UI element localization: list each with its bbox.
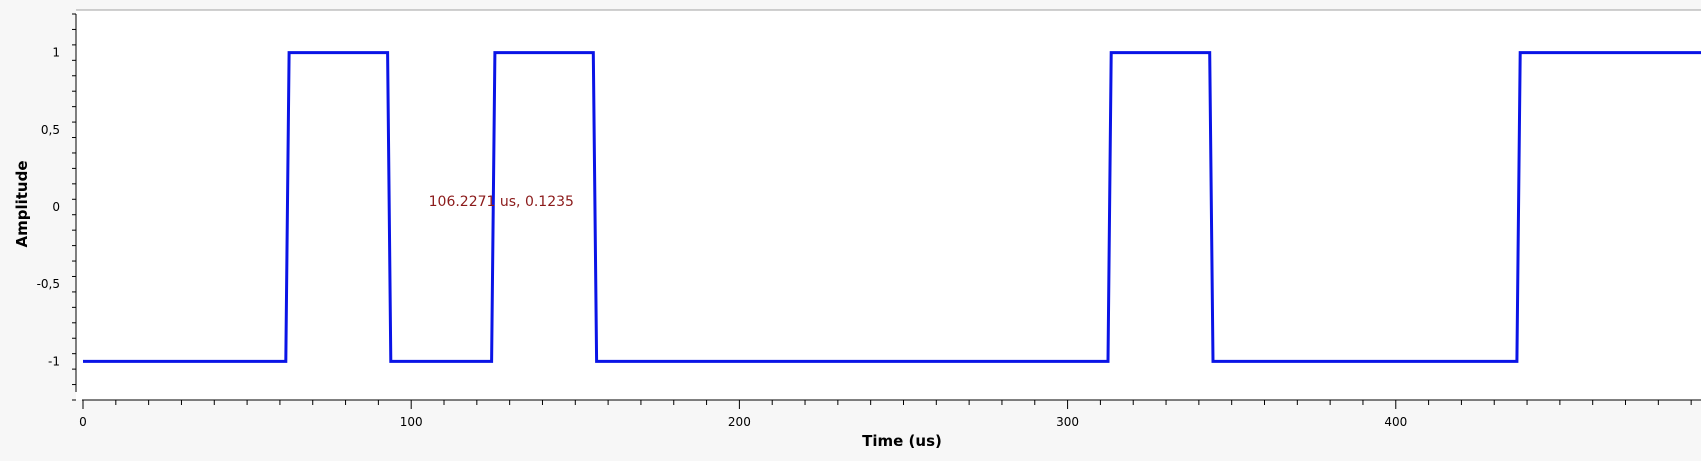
x-tick-label: 300 [1056,415,1079,429]
y-axis-ticks: 1 0,5 0 -0,5 -1 [37,13,76,401]
series-layer [83,51,1701,363]
x-tick-label: 0 [79,415,87,429]
cursor-readout: 106.2271 us, 0.1235 [429,194,574,210]
x-axis-title: Time (us) [862,432,942,450]
x-tick-label: 400 [1384,415,1407,429]
x-tick-label: 100 [400,415,423,429]
y-tick-label: 0 [52,200,60,214]
plot-area[interactable] [76,10,1701,400]
y-tick-label: -1 [48,354,60,368]
x-tick-label: 200 [728,415,751,429]
y-axis-title: Amplitude [13,160,31,247]
y-tick-label: 0,5 [41,123,60,137]
annotation-layer: 106.2271 us, 0.1235 [429,194,574,210]
y-tick-label: -0,5 [37,277,60,291]
series-line-1 [83,51,1701,363]
x-axis-ticks: 0 100 200 300 400 [79,400,1692,429]
y-tick-label: 1 [52,46,60,60]
